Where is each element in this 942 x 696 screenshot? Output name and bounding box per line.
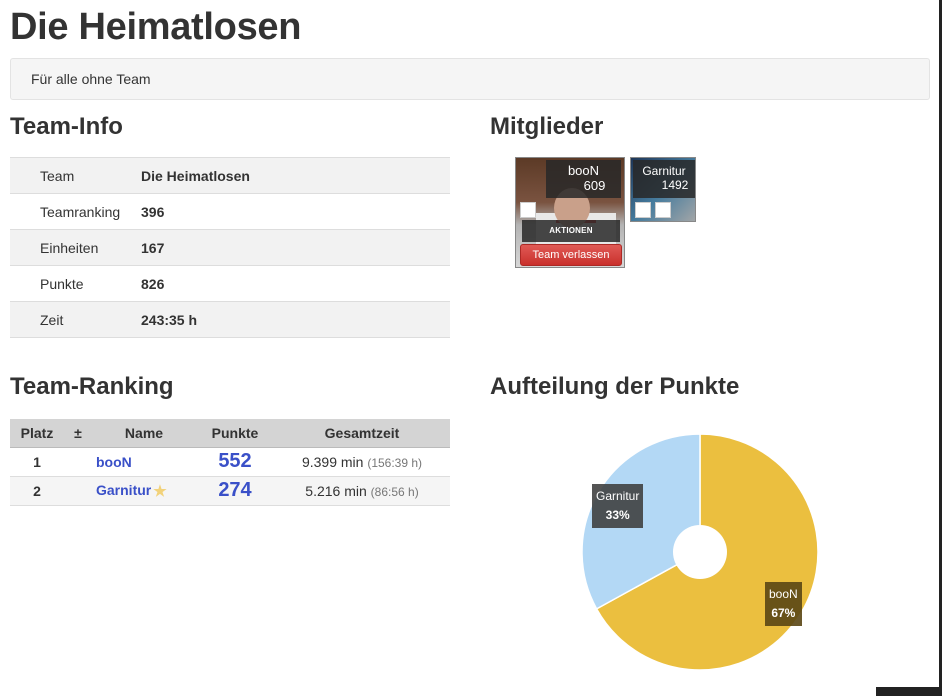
rank-name-link[interactable]: Garnitur	[96, 481, 152, 498]
member-points: 1492	[661, 178, 689, 192]
member-checkbox[interactable]	[635, 202, 651, 218]
team-ranking-table: Platz ± Name Punkte Gesamtzeit 1 booN 55…	[10, 419, 450, 506]
team-info-row: Punkte 826	[10, 265, 450, 302]
member-checkbox[interactable]	[520, 202, 536, 218]
rank-name-link[interactable]: booN	[92, 447, 196, 477]
info-value: 826	[141, 265, 450, 302]
col-name[interactable]: Name	[92, 419, 196, 448]
pie-label-name: Garnitur	[596, 489, 640, 503]
team-info-row: Zeit 243:35 h	[10, 301, 450, 338]
window-edge	[939, 0, 942, 696]
rank-points: 274	[196, 476, 274, 506]
rank-time: 5.216 min (86:56 h)	[274, 476, 450, 506]
pie-label-garnitur: Garnitur 33%	[592, 484, 644, 528]
rank-time-min: 9.399 min	[301, 453, 364, 470]
pie-label-percent: 33%	[605, 508, 630, 522]
info-label: Team	[10, 157, 141, 194]
actions-button[interactable]: AKTIONEN	[522, 220, 620, 242]
team-description: Für alle ohne Team	[10, 58, 930, 100]
points-pie-chart	[581, 433, 819, 671]
info-label: Einheiten	[10, 229, 141, 266]
col-place[interactable]: Platz	[10, 419, 64, 448]
member-points: 609	[583, 178, 606, 193]
leave-team-button[interactable]: Team verlassen	[520, 244, 622, 266]
info-value: 243:35 h	[141, 301, 450, 338]
col-change[interactable]: ±	[64, 419, 92, 448]
info-value: 167	[141, 229, 450, 266]
info-value: Die Heimatlosen	[141, 157, 450, 194]
corner-block	[876, 687, 942, 696]
member-name[interactable]: Garnitur	[642, 164, 686, 178]
member-checkbox[interactable]	[655, 202, 671, 218]
member-card-garnitur[interactable]: Garnitur 1492	[630, 157, 696, 222]
table-header-row: Platz ± Name Punkte Gesamtzeit	[10, 419, 450, 448]
rank-name-cell: Garnitur ★	[92, 476, 196, 506]
member-name[interactable]: booN	[567, 163, 600, 178]
pie-center-hole	[673, 525, 727, 579]
member-card-boon[interactable]: booN 609 AKTIONEN Team verlassen	[515, 157, 625, 268]
info-label: Punkte	[10, 265, 141, 302]
star-icon: ★	[153, 482, 167, 500]
pie-label-percent: 67%	[771, 606, 796, 620]
rank-time-min: 5.216 min	[305, 482, 367, 499]
col-points[interactable]: Punkte	[196, 419, 274, 448]
rank-points: 552	[196, 447, 274, 477]
info-label: Teamranking	[10, 193, 141, 230]
points-split-heading: Aufteilung der Punkte	[490, 373, 740, 400]
team-info-row: Einheiten 167	[10, 229, 450, 266]
page-title: Die Heimatlosen	[10, 6, 302, 48]
table-row: 1 booN 552 9.399 min (156:39 h)	[10, 447, 450, 477]
rank-time: 9.399 min (156:39 h)	[274, 447, 450, 477]
team-info-row: Team Die Heimatlosen	[10, 157, 450, 194]
members-heading: Mitglieder	[490, 113, 604, 140]
member-name-box: booN 609	[546, 160, 621, 198]
rank-place: 1	[10, 447, 64, 477]
pie-label-boon: booN 67%	[765, 582, 802, 626]
rank-change	[64, 476, 92, 506]
table-row: 2 Garnitur ★ 274 5.216 min (86:56 h)	[10, 476, 450, 506]
info-value: 396	[141, 193, 450, 230]
team-info-table: Team Die Heimatlosen Teamranking 396 Einhe…	[10, 157, 450, 338]
team-info-heading: Team-Info	[10, 113, 123, 140]
rank-time-hours: (156:39 h)	[367, 455, 423, 470]
rank-time-hours: (86:56 h)	[370, 484, 419, 499]
team-info-row: Teamranking 396	[10, 193, 450, 230]
rank-change	[64, 447, 92, 477]
member-name-box: Garnitur 1492	[633, 160, 695, 198]
col-total-time[interactable]: Gesamtzeit	[274, 419, 450, 448]
pie-label-name: booN	[769, 587, 798, 601]
info-label: Zeit	[10, 301, 141, 338]
team-ranking-heading: Team-Ranking	[10, 373, 174, 400]
rank-place: 2	[10, 476, 64, 506]
